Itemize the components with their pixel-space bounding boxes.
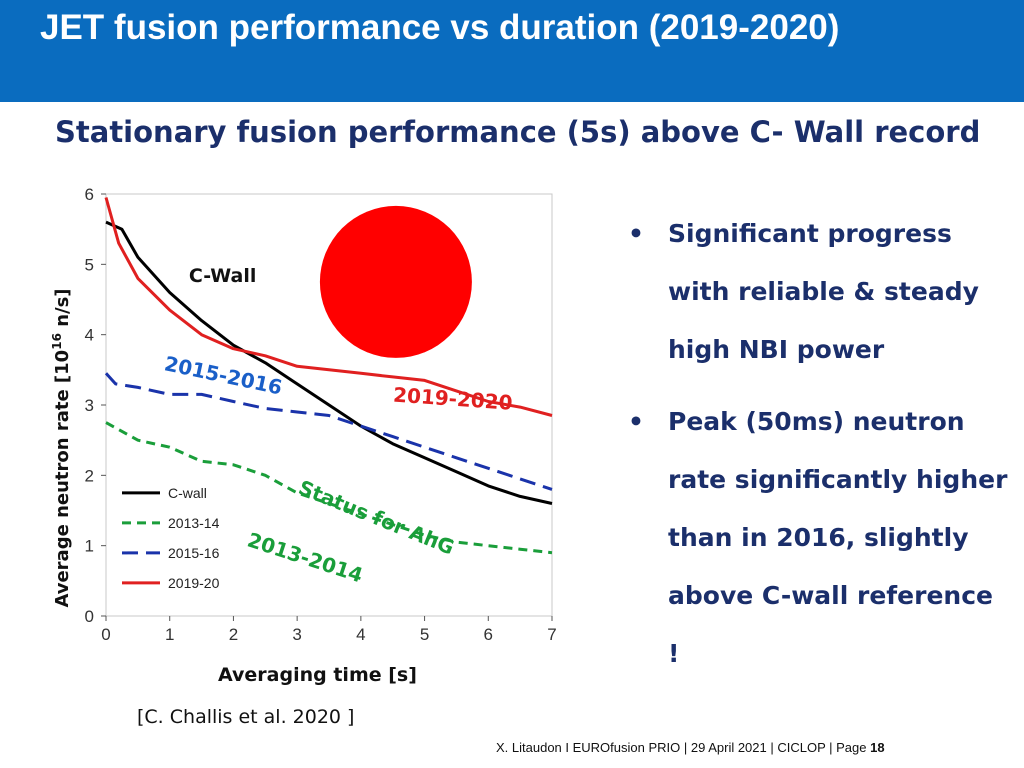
legend-label: 2013-14 (168, 515, 220, 531)
footer: X. Litaudon I EUROfusion PRIO | 29 April… (496, 740, 885, 755)
axis-ticks: 0 1 2 3 4 5 6 7 0 1 2 3 4 5 6 (85, 185, 557, 644)
bullet-list: • Significant progress with reliable & st… (628, 205, 1008, 683)
legend-label: 2015-16 (168, 545, 220, 561)
series-lines (104, 197, 553, 555)
slide-subtitle: Stationary fusion performance (5s) above… (55, 115, 981, 149)
y-tick-label: 6 (85, 185, 94, 204)
y-tick-label: 2 (85, 466, 94, 485)
y-tick-label: 3 (85, 396, 94, 415)
bullet-item: • Significant progress with reliable & st… (628, 205, 1008, 379)
series-line-2015-16 (104, 372, 553, 491)
citation: [C. Challis et al. 2020 ] (137, 706, 355, 728)
y-tick-label: 4 (85, 326, 94, 345)
x-axis-label: Averaging time [s] (218, 664, 417, 686)
highlight-red-circle (319, 205, 472, 358)
series-line-C-wall (105, 220, 553, 505)
x-tick-label: 0 (101, 625, 110, 644)
x-tick-label: 1 (165, 625, 174, 644)
bullet-text: Significant progress with reliable & ste… (668, 219, 979, 364)
slide-title: JET fusion performance vs duration (2019… (40, 8, 840, 47)
footer-text: X. Litaudon I EUROfusion PRIO | 29 April… (496, 740, 867, 755)
y-tick-label: 0 (85, 607, 94, 626)
x-tick-label: 6 (484, 625, 493, 644)
y-tick-label: 5 (85, 255, 94, 274)
x-tick-label: 7 (547, 625, 556, 644)
bullet-item: • Peak (50ms) neutron rate significantly … (628, 393, 1008, 683)
y-axis-label: Average neutron rate [1016 n/s] (45, 278, 75, 618)
annotation-cwall: C-Wall (189, 265, 257, 287)
x-tick-label: 5 (420, 625, 429, 644)
y-axis-label-prefix: Average neutron rate [10 (52, 349, 73, 608)
series-line-2019-20 (104, 197, 553, 417)
bullet-text: Peak (50ms) neutron rate significantly h… (668, 407, 1008, 668)
y-axis-label-suffix: n/s] (52, 288, 73, 334)
legend: C-wall 2013-14 2015-16 2019-20 (122, 485, 220, 591)
y-axis-label-exponent: 16 (50, 333, 64, 350)
legend-label: 2019-20 (168, 575, 220, 591)
title-bar: JET fusion performance vs duration (2019… (0, 0, 1024, 102)
series-line-2013-14 (105, 421, 553, 555)
page-number: 18 (870, 740, 885, 755)
x-tick-label: 3 (292, 625, 301, 644)
x-tick-label: 4 (356, 625, 365, 644)
bullet-dot-icon: • (628, 407, 644, 436)
bullet-dot-icon: • (628, 219, 644, 248)
legend-label: C-wall (168, 485, 207, 501)
x-tick-label: 2 (229, 625, 238, 644)
y-tick-label: 1 (85, 537, 94, 556)
